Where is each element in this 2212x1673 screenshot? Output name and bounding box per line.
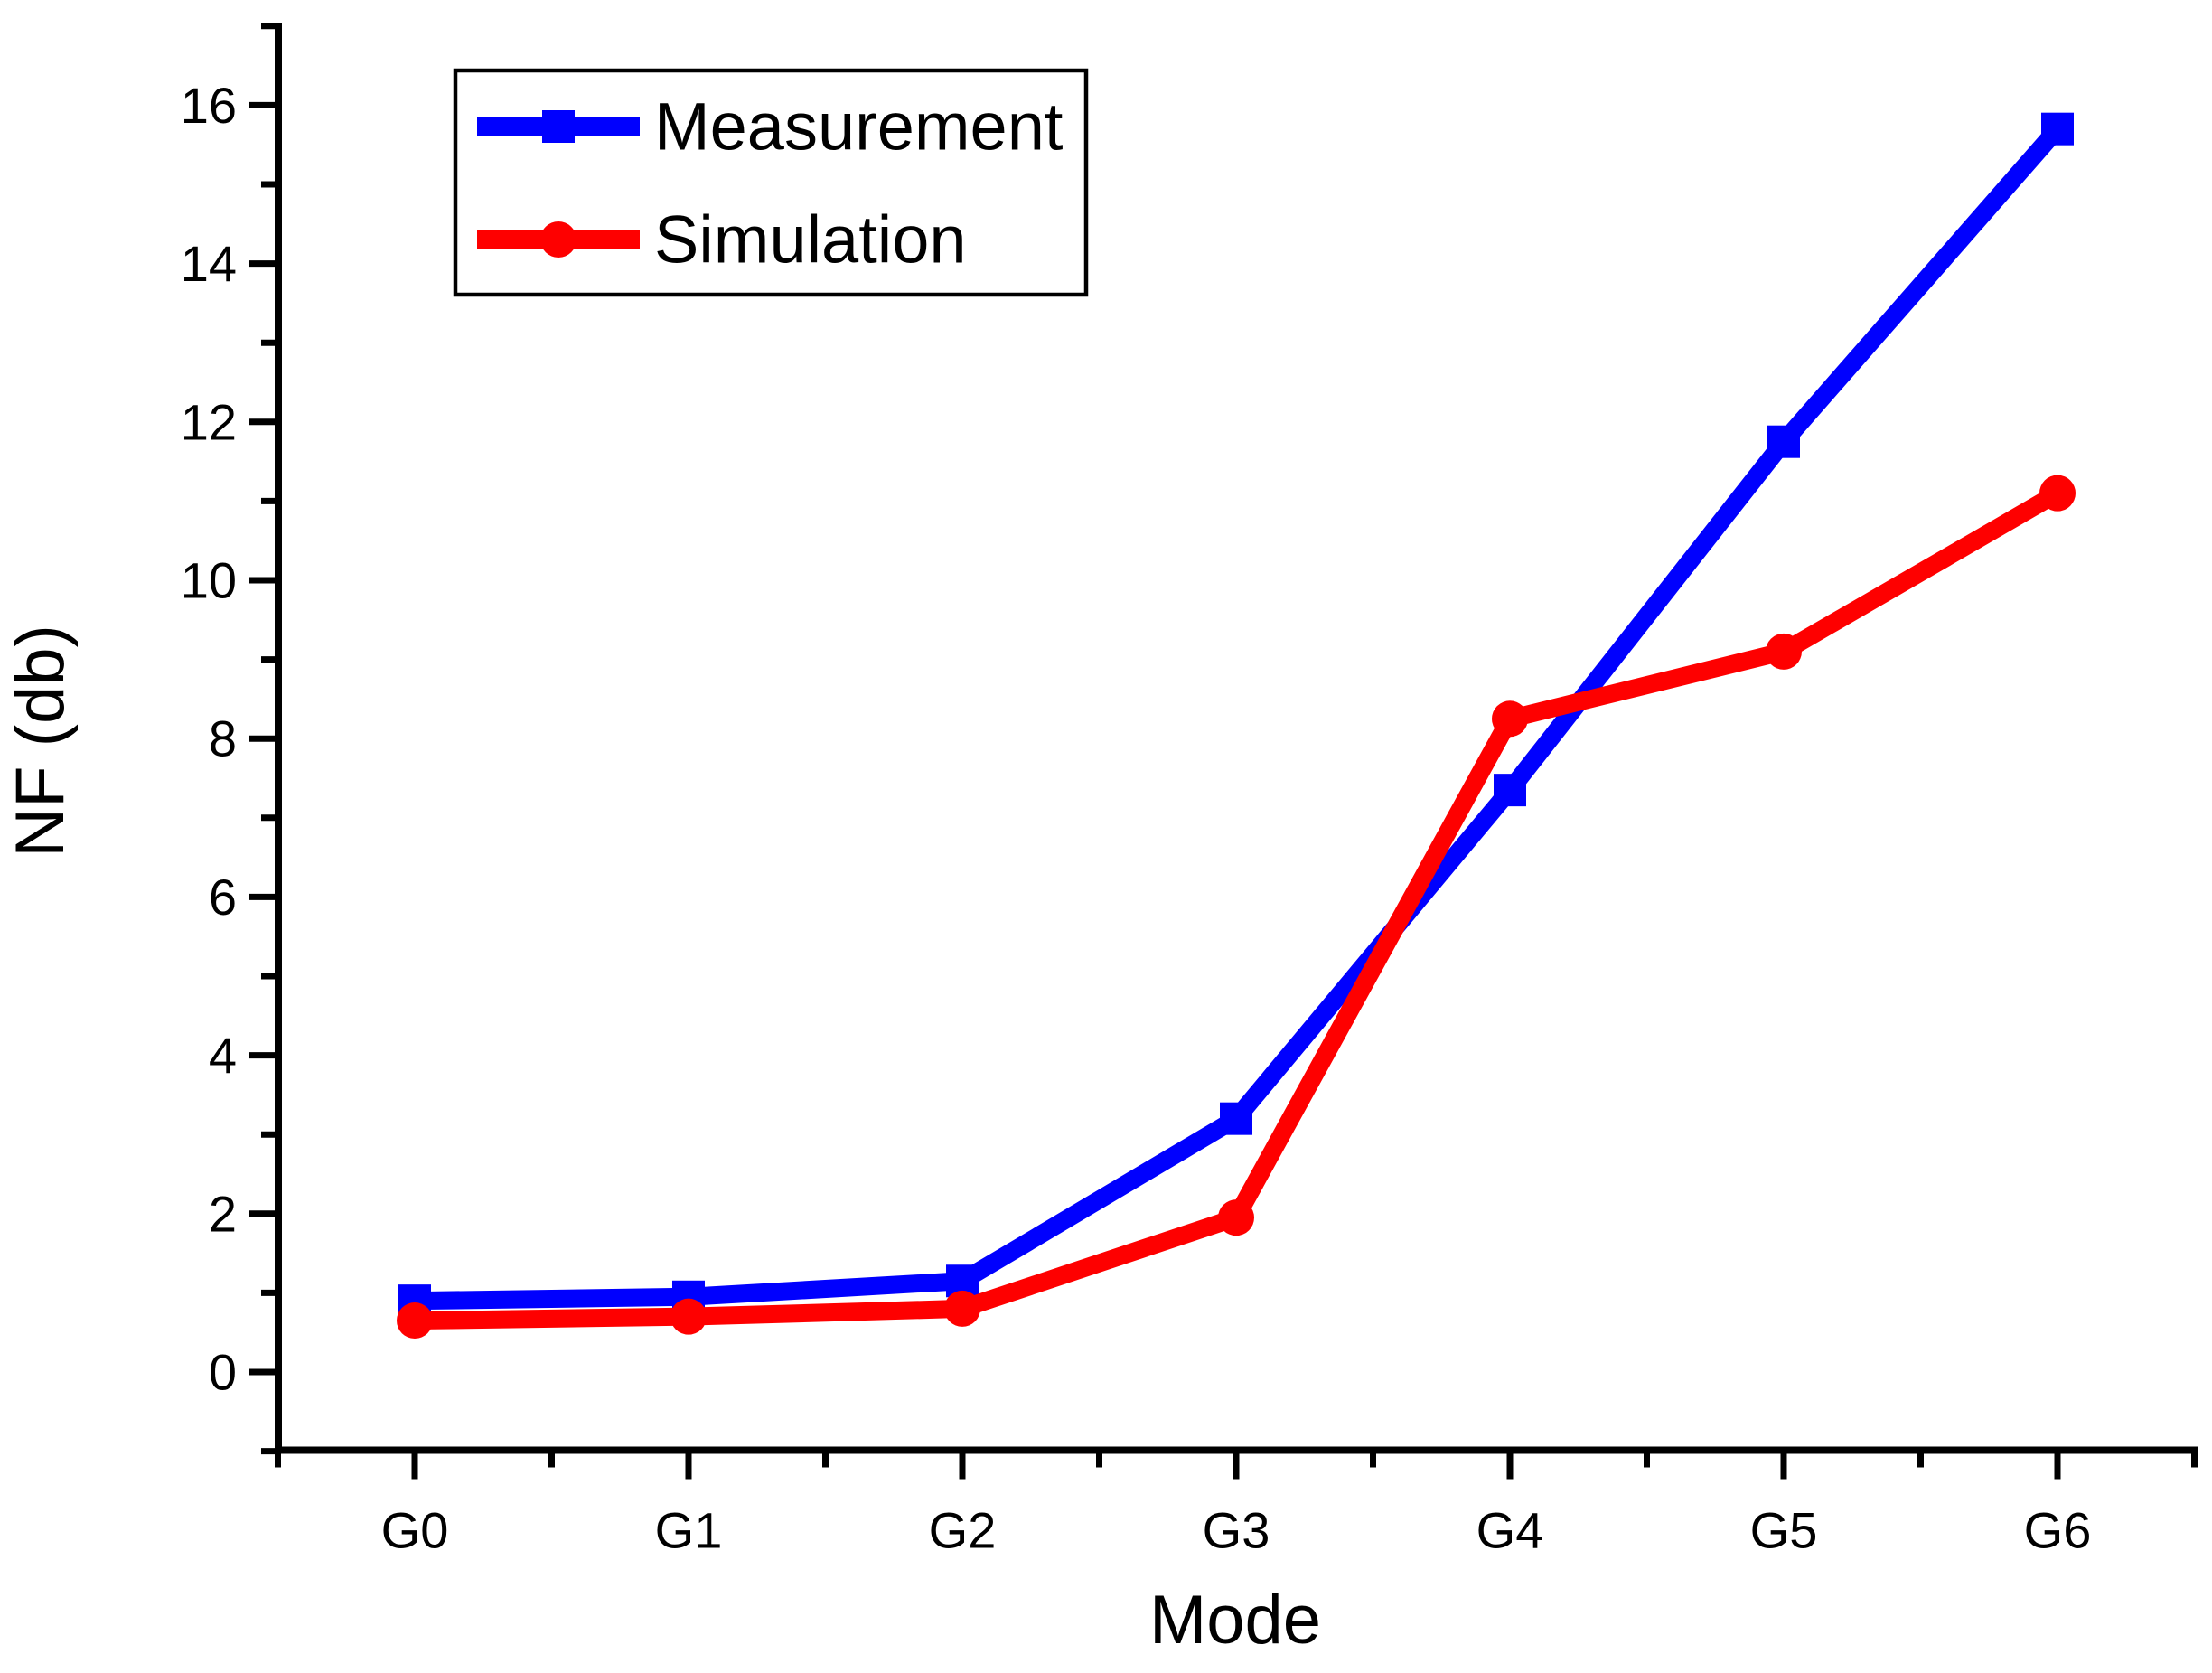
- y-tick-label: 10: [181, 552, 237, 609]
- legend-circle-marker-icon: [540, 221, 576, 258]
- x-tick-label: G0: [381, 1502, 449, 1559]
- measurement-marker-g4: [1494, 774, 1526, 807]
- measurement-marker-g5: [1767, 425, 1800, 458]
- legend-item-measurement: Measurement: [477, 89, 1064, 164]
- x-tick-label: G1: [655, 1502, 723, 1559]
- y-tick-label: 4: [209, 1027, 237, 1084]
- simulation-marker-g3: [1218, 1199, 1254, 1236]
- y-tick-label: 12: [181, 393, 237, 450]
- simulation-marker-g5: [1766, 633, 1802, 670]
- simulation-marker-g4: [1492, 700, 1528, 738]
- legend-label: Simulation: [654, 202, 967, 277]
- x-tick-label: G5: [1750, 1502, 1818, 1559]
- legend-square-marker-icon: [542, 110, 575, 143]
- y-tick-label: 14: [181, 235, 237, 292]
- y-tick-label: 16: [181, 77, 237, 134]
- simulation-marker-g2: [944, 1290, 980, 1327]
- legend-item-simulation: Simulation: [477, 202, 967, 277]
- x-axis-title: Mode: [1149, 1582, 1321, 1659]
- simulation-marker-g0: [397, 1302, 433, 1339]
- simulation-line: [414, 484, 2063, 1330]
- x-tick-label: G2: [929, 1502, 997, 1559]
- y-tick-label: 2: [209, 1185, 237, 1242]
- series-simulation: [397, 475, 2076, 1339]
- x-tick-label: G4: [1476, 1502, 1544, 1559]
- measurement-marker-g3: [1220, 1102, 1252, 1135]
- y-axis-title: NF (db): [2, 625, 79, 858]
- x-tick-label: G6: [2024, 1502, 2092, 1559]
- simulation-marker-g6: [2039, 475, 2076, 512]
- y-tick-label: 6: [209, 869, 237, 926]
- y-tick-label: 8: [209, 710, 237, 767]
- axis-ticks: [249, 23, 2198, 1480]
- simulation-marker-g1: [670, 1298, 707, 1335]
- x-tick-label: G3: [1203, 1502, 1270, 1559]
- legend: Measurement Simulation: [453, 68, 1089, 297]
- measurement-marker-g6: [2041, 112, 2074, 146]
- y-tick-label: 0: [209, 1344, 237, 1401]
- axis-tick-labels: 0 2 4 6 8 10 12 14 16 G0 G1 G2 G3 G4 G5 G6: [181, 77, 2092, 1559]
- series-lines: [397, 112, 2076, 1339]
- legend-label: Measurement: [654, 89, 1064, 164]
